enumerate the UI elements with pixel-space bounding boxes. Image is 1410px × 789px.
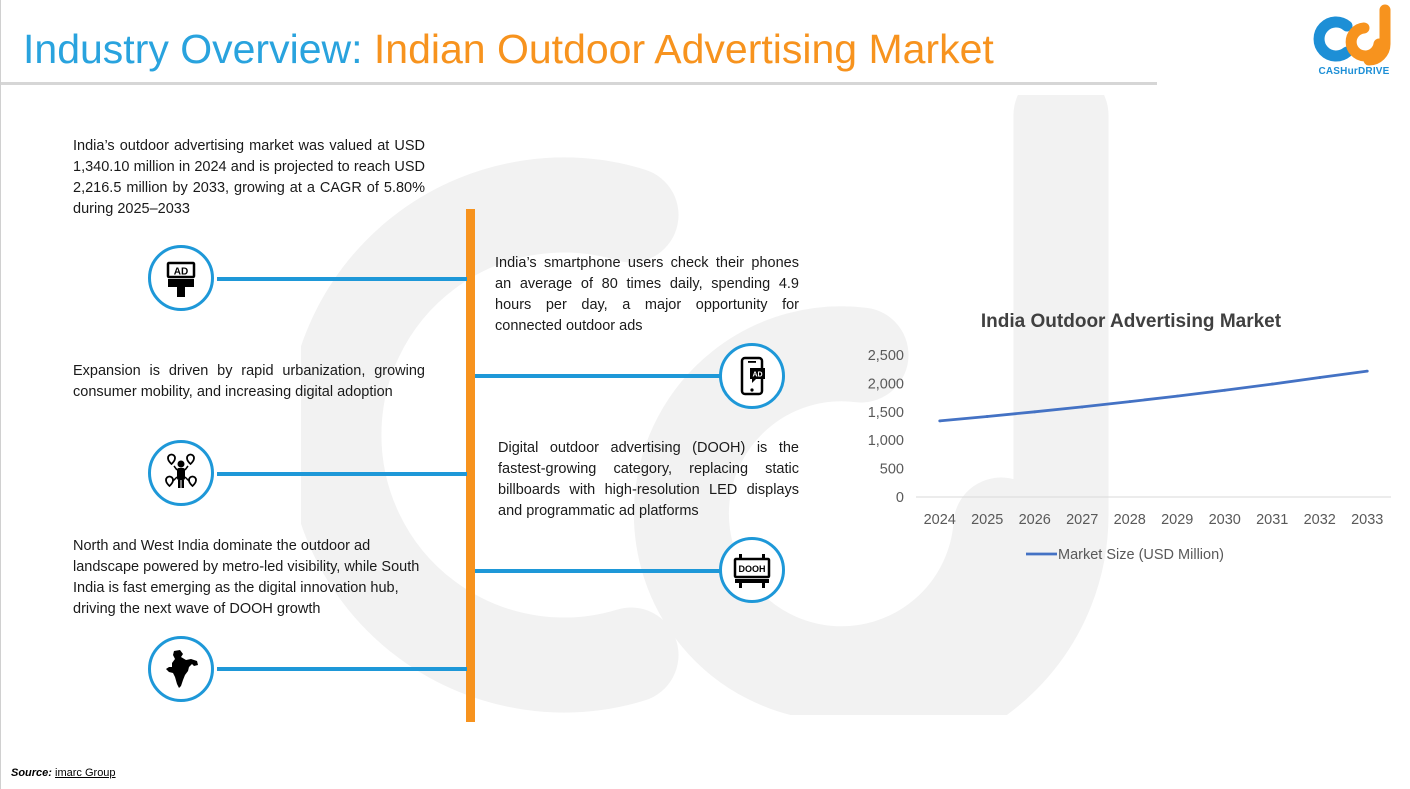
title-part-orange: Indian Outdoor Advertising Market xyxy=(373,26,994,72)
data-point xyxy=(985,415,989,418)
right-item-2-text: Digital outdoor advertising (DOOH) is th… xyxy=(498,440,799,519)
left-item-2-icon-circle xyxy=(148,440,214,506)
data-point xyxy=(1223,388,1227,392)
y-tick-label: 1,500 xyxy=(868,405,904,421)
title-part-blue: Industry Overview: xyxy=(23,26,374,72)
x-tick-label: 2028 xyxy=(1114,512,1146,528)
smartphone-ad-label: AD xyxy=(752,372,762,379)
data-point xyxy=(1365,369,1369,373)
legend-label: Market Size (USD Million) xyxy=(1058,547,1224,563)
x-tick-label: 2027 xyxy=(1066,512,1098,528)
y-tick-label: 500 xyxy=(880,462,904,478)
x-tick-label: 2033 xyxy=(1351,512,1383,528)
india-map-icon xyxy=(166,650,198,688)
right-item-2-icon-circle: DOOH xyxy=(719,537,785,603)
data-point xyxy=(1033,410,1037,414)
left-item-3-text: North and West India dominate the outdoo… xyxy=(73,538,420,617)
logo-mark-icon xyxy=(1313,4,1391,66)
logo-text: CASHurDRIVE xyxy=(1318,66,1390,77)
left-item-1-connector xyxy=(217,277,467,281)
x-tick-label: 2032 xyxy=(1304,512,1336,528)
right-item-1-connector xyxy=(475,374,725,378)
x-tick-label: 2025 xyxy=(971,512,1003,528)
y-tick-label: 1,000 xyxy=(868,433,904,449)
line-chart: 0 500 1,000 1,500 2,000 2,500 2024 2025 2026 2027… xyxy=(868,348,1391,563)
chart-title: India Outdoor Advertising Market xyxy=(980,311,1282,332)
y-tick-label: 2,000 xyxy=(868,376,904,392)
left-item-3-icon-circle xyxy=(148,636,214,702)
cashurdrive-logo: CASHurDRIVE xyxy=(1309,4,1399,84)
source-label: Source: xyxy=(11,767,52,779)
data-point xyxy=(1128,400,1132,404)
data-point xyxy=(1080,405,1084,409)
dooh-screen-icon: DOOH xyxy=(733,554,771,588)
left-item-2-connector xyxy=(217,472,467,476)
page-title: Industry Overview: Indian Outdoor Advert… xyxy=(23,26,994,73)
left-item-3-connector xyxy=(217,667,467,671)
smartphone-ad-icon: AD xyxy=(740,356,765,396)
left-item-1-icon-circle: AD xyxy=(148,245,214,311)
data-point xyxy=(1270,382,1274,386)
data-point xyxy=(1318,376,1322,379)
x-tick-label: 2024 xyxy=(924,512,956,528)
x-tick-label: 2029 xyxy=(1161,512,1193,528)
data-point xyxy=(1175,394,1179,398)
billboard-ad-icon: AD xyxy=(166,261,196,297)
timeline-bar xyxy=(466,209,475,722)
source-note: Source: imarc Group xyxy=(11,767,116,779)
x-tick-label: 2026 xyxy=(1019,512,1051,528)
y-tick-label: 2,500 xyxy=(868,348,904,364)
series-line xyxy=(939,369,1368,423)
billboard-ad-label: AD xyxy=(174,267,188,278)
x-tick-label: 2030 xyxy=(1209,512,1241,528)
left-item-2-text: Expansion is driven by rapid urbanizatio… xyxy=(73,363,425,400)
right-item-1-text: India’s smartphone users check their pho… xyxy=(495,255,799,334)
right-item-2-connector xyxy=(475,569,725,573)
data-point xyxy=(938,419,942,423)
source-link[interactable]: imarc Group xyxy=(55,767,116,779)
y-tick-label: 0 xyxy=(896,490,904,506)
x-tick-label: 2031 xyxy=(1256,512,1288,528)
urban-mobility-icon xyxy=(165,453,197,488)
dooh-label: DOOH xyxy=(739,564,766,574)
right-item-1-icon-circle: AD xyxy=(719,343,785,409)
title-underline xyxy=(1,82,1157,85)
left-item-1-text: India’s outdoor advertising market was v… xyxy=(73,138,425,217)
